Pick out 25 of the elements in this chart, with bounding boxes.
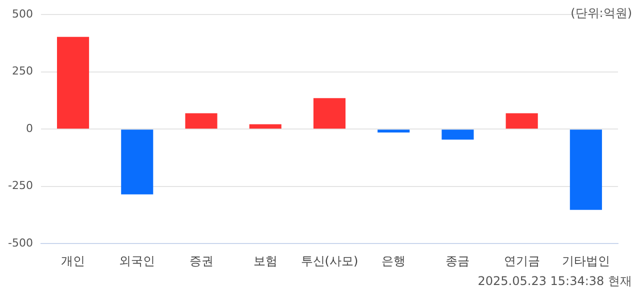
x-tick-label: 기타법인 bbox=[562, 254, 610, 268]
x-tick-label: 은행 bbox=[382, 254, 406, 268]
y-tick-label: -250 bbox=[8, 179, 33, 192]
bar bbox=[56, 36, 90, 129]
text: 2025.05.23 15:34:38 현재 bbox=[478, 274, 632, 288]
y-tick-label: 500 bbox=[12, 7, 33, 20]
y-tick-label: 0 bbox=[26, 122, 33, 135]
x-tick-label: 연기금 bbox=[504, 254, 540, 268]
bar bbox=[185, 113, 218, 129]
x-tick-label: 개인 bbox=[61, 254, 86, 268]
bar bbox=[506, 113, 538, 129]
bar bbox=[442, 130, 474, 140]
annotation: (단위:억원) bbox=[570, 6, 632, 20]
bar bbox=[313, 98, 346, 129]
x-tick-label: 종금 bbox=[446, 254, 470, 268]
bar bbox=[378, 130, 410, 133]
bar bbox=[249, 124, 282, 129]
y-tick-label: -500 bbox=[8, 236, 33, 250]
bar bbox=[570, 130, 602, 210]
x-tick-label: 보험 bbox=[253, 254, 278, 268]
bar bbox=[121, 130, 154, 194]
x-tick-label: 외국인 bbox=[119, 254, 156, 268]
x-tick-label: 증권 bbox=[189, 254, 214, 268]
y-tick-label: 250 bbox=[12, 64, 33, 78]
x-tick-label: 투신(사모) bbox=[300, 254, 358, 268]
